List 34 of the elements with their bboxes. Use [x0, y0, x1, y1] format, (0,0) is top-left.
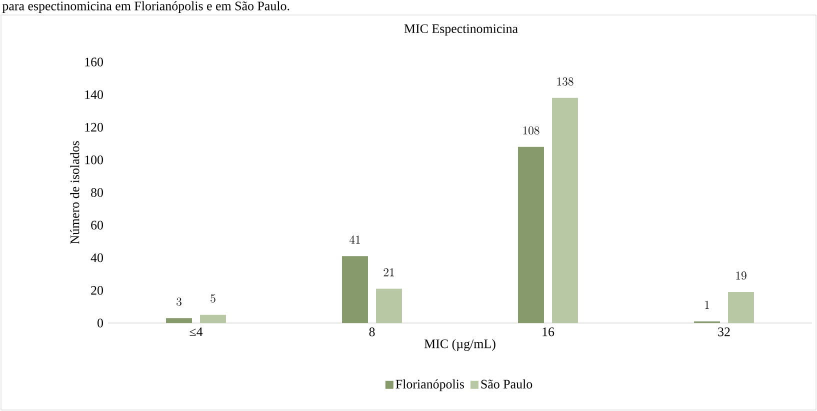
legend-label: São Paulo [481, 379, 532, 389]
y-tick-label: 140 [85, 90, 103, 99]
y-tick-label: 20 [91, 286, 103, 295]
data-label: 5 [210, 294, 216, 303]
bar [552, 98, 578, 323]
bar [376, 288, 402, 323]
x-tick-label: 8 [369, 328, 375, 336]
y-tick-label: 60 [91, 220, 103, 230]
y-tick-label: 160 [85, 58, 103, 66]
data-label: 138 [557, 77, 574, 86]
y-tick-label: 80 [91, 188, 103, 197]
data-label: 19 [736, 272, 746, 280]
bar [342, 256, 368, 323]
text: para espectinomicina em Florianópolis e em São Paulo. [2, 1, 290, 13]
bar [200, 314, 226, 323]
y-tick-label: 40 [90, 253, 103, 262]
bar [518, 146, 544, 323]
y-tick-label: 120 [85, 122, 103, 132]
bar [166, 318, 192, 323]
data-label: 1 [705, 300, 709, 309]
data-label: 108 [523, 126, 540, 135]
y-tick-label: 100 [85, 156, 103, 164]
x-tick-label: 32 [718, 328, 730, 336]
y-axis-title: Número de isolados [70, 141, 80, 244]
chart-title: MIC Espectinomicina [404, 24, 518, 36]
data-label: 41 [349, 236, 360, 244]
data-label: 3 [176, 298, 182, 306]
x-axis-title: MIC (µg/mL) [424, 339, 496, 351]
x-tick-label: ≤4 [190, 328, 203, 336]
bar [728, 292, 754, 323]
legend-label: Florianópolis [396, 379, 464, 392]
y-tick-label: 0 [98, 318, 103, 328]
data-label: 21 [384, 268, 394, 276]
x-tick-label: 16 [542, 328, 554, 336]
